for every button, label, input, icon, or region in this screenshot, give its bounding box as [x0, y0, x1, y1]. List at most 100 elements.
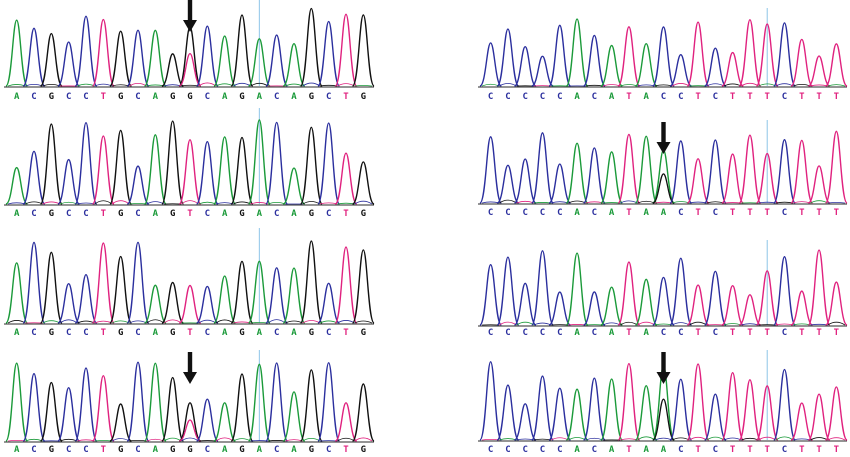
background-trace	[723, 437, 742, 441]
base-call-label: T	[799, 92, 805, 102]
peak-C	[531, 132, 554, 204]
peak-C	[582, 377, 606, 441]
base-call-label: C	[66, 209, 71, 219]
base-call-label: G	[239, 445, 244, 455]
peak-T	[178, 139, 202, 205]
peak-G	[109, 255, 133, 324]
background-trace	[723, 323, 742, 326]
base-call-label: A	[661, 208, 667, 218]
base-call-label: C	[83, 445, 88, 455]
base-call-label: C	[83, 209, 88, 219]
peak-C	[22, 241, 46, 324]
peak-C	[703, 47, 727, 87]
peak-G	[109, 403, 133, 442]
mutation-arrow-icon	[656, 122, 671, 154]
peak-C	[265, 267, 289, 324]
peak-T	[334, 13, 358, 87]
overlapping-peak-T	[179, 419, 201, 442]
peak-C	[652, 26, 675, 87]
peak-C	[773, 139, 796, 204]
background-trace	[233, 438, 251, 442]
base-call-label: A	[644, 92, 650, 102]
background-trace	[302, 437, 321, 442]
base-call-label: A	[644, 328, 650, 338]
background-trace	[319, 320, 338, 324]
peak-C	[582, 147, 606, 204]
peak-C	[548, 163, 572, 204]
peak-A	[213, 275, 237, 324]
peak-C	[57, 282, 81, 324]
base-call-label: T	[343, 209, 349, 219]
peak-T	[824, 43, 848, 87]
background-trace	[637, 200, 655, 204]
background-trace	[706, 83, 725, 87]
base-call-label: G	[170, 92, 175, 102]
base-call-label: T	[799, 328, 805, 338]
base-call-label: A	[222, 92, 228, 102]
peak-A	[565, 18, 589, 87]
base-call-label: C	[523, 328, 528, 338]
background-trace	[775, 83, 794, 87]
base-call-label: A	[153, 445, 159, 455]
background-trace	[337, 202, 355, 205]
background-trace	[827, 84, 846, 87]
background-trace	[775, 201, 794, 204]
base-call-label: C	[505, 445, 510, 455]
background-trace	[516, 438, 534, 441]
base-call-label: A	[291, 328, 297, 338]
background-trace	[77, 320, 95, 324]
base-call-label: A	[153, 92, 159, 102]
background-trace	[233, 321, 251, 324]
peak-T	[807, 55, 831, 87]
background-trace	[533, 322, 552, 326]
base-call-label: T	[730, 208, 736, 218]
mutation-arrow-icon	[183, 352, 197, 384]
base-call-label: A	[153, 328, 159, 338]
peak-C	[317, 362, 341, 442]
base-call-label: T	[834, 92, 840, 102]
peak-T	[738, 19, 762, 87]
background-trace	[602, 322, 621, 326]
base-call-label: T	[695, 445, 701, 455]
base-call-label: A	[609, 208, 615, 218]
peak-C	[669, 53, 692, 87]
peak-A	[282, 267, 306, 324]
background-trace	[198, 82, 217, 87]
peak-C	[531, 55, 554, 87]
peak-T	[686, 363, 710, 441]
base-call-label: T	[816, 208, 822, 218]
peak-G	[161, 120, 185, 205]
base-call-label: C	[782, 208, 787, 218]
background-trace	[267, 202, 286, 205]
background-trace	[481, 83, 500, 87]
base-call-label: T	[730, 328, 736, 338]
base-call-label: T	[765, 92, 771, 102]
peak-C	[74, 273, 98, 324]
peak-T	[738, 294, 762, 326]
peak-A	[5, 362, 29, 442]
base-call-label: C	[592, 328, 597, 338]
base-call-label: G	[49, 445, 54, 455]
background-trace	[7, 84, 26, 87]
peak-C	[669, 140, 693, 204]
peak-C	[773, 256, 796, 326]
peak-C	[126, 241, 150, 324]
background-trace	[77, 439, 95, 442]
base-call-label: C	[205, 209, 210, 219]
background-trace	[482, 438, 500, 441]
peak-C	[496, 384, 520, 441]
background-trace	[302, 201, 321, 205]
peak-G	[230, 373, 254, 442]
base-call-label: C	[66, 92, 71, 102]
chromatogram-panels: A C G C C T G C A G G C A G A C A G C T G A C G C C T G C A G T C A G A C A G C…	[4, 0, 848, 455]
peak-C	[195, 140, 219, 205]
base-call-label: C	[678, 208, 683, 218]
background-trace	[129, 320, 147, 324]
base-call-label: C	[326, 209, 331, 219]
peak-C	[582, 34, 606, 87]
base-call-label: G	[49, 328, 54, 338]
peak-G	[39, 251, 63, 324]
peak-G	[161, 53, 184, 87]
background-trace	[672, 437, 690, 441]
